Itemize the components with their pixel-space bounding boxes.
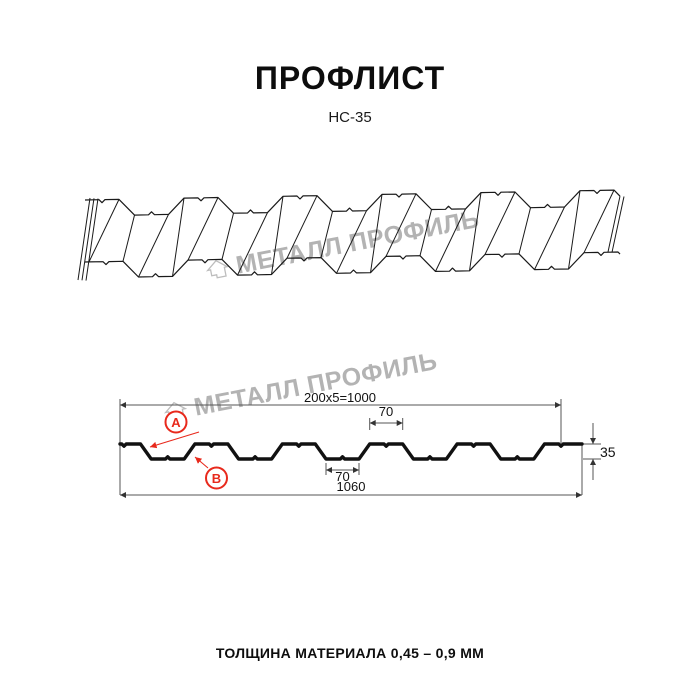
svg-text:200x5=1000: 200x5=1000 xyxy=(304,390,376,405)
svg-text:70: 70 xyxy=(335,469,349,484)
svg-text:B: B xyxy=(212,471,221,486)
svg-text:70: 70 xyxy=(379,404,393,419)
svg-text:A: A xyxy=(171,415,181,430)
svg-text:35: 35 xyxy=(600,444,616,460)
